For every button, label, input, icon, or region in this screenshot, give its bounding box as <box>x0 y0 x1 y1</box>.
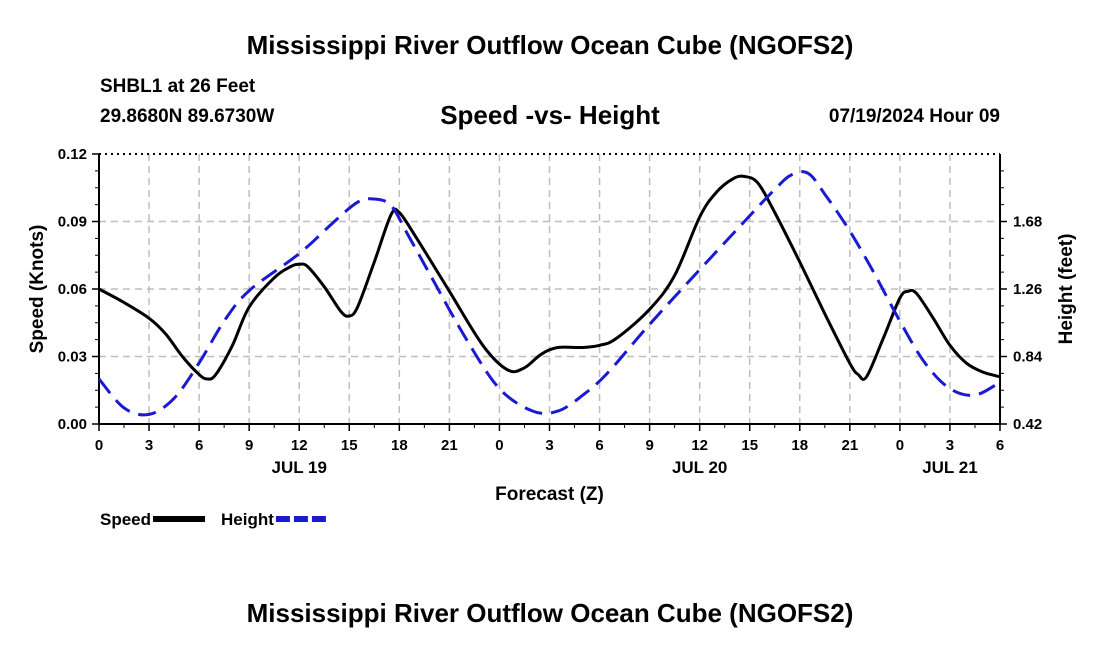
x-tick-label: 9 <box>245 437 253 454</box>
x-tick-label: 18 <box>791 437 808 454</box>
x-tick-label: 12 <box>691 437 708 454</box>
axis-labels: 0 3 6 9 12 15 18 21 0 3 6 9 12 15 18 21 0 3 6 JUL 19 JUL 20 J… <box>27 146 1077 505</box>
x-tick-label: 3 <box>545 437 553 454</box>
x-axis-title: Forecast (Z) <box>495 484 604 505</box>
y-tick-label: 0.00 <box>58 416 87 433</box>
x-tick-label: 18 <box>391 437 408 454</box>
legend-label: Speed <box>100 510 151 529</box>
x-tick-label: 6 <box>996 437 1004 454</box>
x-tick-label: 3 <box>145 437 153 454</box>
x-tick-label: 0 <box>95 437 103 454</box>
x-tick-label: 21 <box>441 437 458 454</box>
forecast-run-time: 07/19/2024 Hour 09 <box>828 106 1000 127</box>
station-coordinates: 29.8680N 89.6730W <box>100 106 275 127</box>
station-name: SHBL1 at 26 Feet <box>100 76 256 97</box>
x-tick-label: 0 <box>896 437 904 454</box>
x-tick-label: 15 <box>741 437 758 454</box>
y-axis-title: Speed (Knots) <box>27 225 48 354</box>
date-label: JUL 19 <box>271 458 326 477</box>
date-label: JUL 21 <box>922 458 977 477</box>
y2-tick-label: 1.68 <box>1013 214 1042 231</box>
footer-title: Mississippi River Outflow Ocean Cube (NG… <box>246 598 854 628</box>
y2-tick-label: 1.26 <box>1013 281 1042 298</box>
chart-legend: Speed Height <box>100 510 328 529</box>
y-tick-label: 0.09 <box>58 214 87 231</box>
legend-label: Height <box>221 510 274 529</box>
x-tick-label: 21 <box>841 437 858 454</box>
series-line-speed <box>98 174 1001 381</box>
chart-series <box>97 170 1001 417</box>
x-tick-label: 6 <box>195 437 203 454</box>
x-tick-label: 6 <box>595 437 603 454</box>
y2-axis-title: Height (feet) <box>1056 234 1077 345</box>
y2-tick-label: 0.84 <box>1013 349 1043 366</box>
x-tick-label: 12 <box>291 437 308 454</box>
x-tick-label: 0 <box>495 437 503 454</box>
x-tick-label: 15 <box>341 437 358 454</box>
y-tick-label: 0.03 <box>58 349 87 366</box>
x-tick-label: 3 <box>946 437 954 454</box>
grid-lines <box>99 154 1000 424</box>
chart-main-title: Mississippi River Outflow Ocean Cube (NG… <box>246 30 854 60</box>
x-tick-label: 9 <box>645 437 653 454</box>
y2-tick-label: 0.42 <box>1013 416 1042 433</box>
y-tick-label: 0.12 <box>58 146 87 163</box>
date-label: JUL 20 <box>672 458 727 477</box>
y-tick-label: 0.06 <box>58 281 87 298</box>
chart-subtitle: Speed -vs- Height <box>440 100 660 130</box>
